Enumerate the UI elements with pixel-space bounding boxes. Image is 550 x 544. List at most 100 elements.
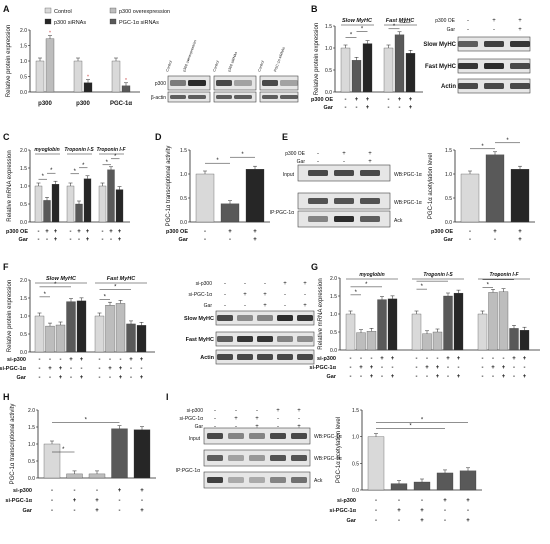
blot-row-label: Fast MyHC <box>186 337 214 343</box>
blot-band <box>484 63 504 69</box>
condition-row-label: p300 OE <box>311 97 333 103</box>
blot-condition-sign: - <box>224 303 226 309</box>
x-category-label: PGC-1α <box>110 101 132 107</box>
condition-sign: + <box>397 508 401 514</box>
blot-condition-sign: - <box>277 424 279 430</box>
blot-band <box>297 336 313 342</box>
bar <box>366 331 377 351</box>
blot-band <box>291 455 307 461</box>
ip-label: IP:PGC-1α <box>270 210 294 216</box>
blot-condition-sign: + <box>276 408 280 414</box>
bar <box>498 291 509 351</box>
condition-sign: + <box>359 365 363 371</box>
significance-star: * <box>85 418 88 424</box>
y-tick-label: 2.0 <box>28 408 35 414</box>
group-title: myoglobin <box>34 147 59 153</box>
legend-label: p300 overexpression <box>119 9 170 15</box>
bar <box>98 185 107 223</box>
blot-condition-label: p300 OE <box>435 18 455 24</box>
bar <box>35 60 45 93</box>
blot-condition-sign: - <box>317 151 319 157</box>
condition-sign: + <box>512 356 516 362</box>
blot-row-label: p300 <box>155 81 166 87</box>
y-tick-label: 0.5 <box>20 332 27 338</box>
y-tick-label: 1.0 <box>20 314 27 320</box>
wb-label: WB:PGC-1α <box>314 434 342 440</box>
condition-sign: - <box>51 508 53 514</box>
condition-sign: - <box>99 375 101 381</box>
blot-condition-label: Gar <box>195 424 204 430</box>
condition-sign: - <box>513 374 515 380</box>
bar <box>356 332 366 351</box>
panel-letter-c: C <box>3 132 10 142</box>
group-title: Troponin I-F <box>489 272 519 278</box>
blot-condition-label: si-p300 <box>187 408 204 414</box>
bar <box>432 331 443 351</box>
y-tick-label: 0.5 <box>28 459 35 465</box>
panel-letter-e: E <box>282 132 288 142</box>
bar <box>460 173 480 223</box>
condition-sign: - <box>99 357 101 363</box>
condition-sign: - <box>38 229 40 235</box>
condition-sign: - <box>381 365 383 371</box>
blot-row <box>203 471 311 489</box>
wb-label: WB:PGC-1α <box>394 172 422 178</box>
blot-band <box>270 455 286 461</box>
blot-condition-sign: + <box>368 159 372 165</box>
blot-condition-sign: + <box>283 281 287 287</box>
blot-band <box>207 455 223 461</box>
blot-condition-sign: - <box>244 303 246 309</box>
bar <box>111 428 128 479</box>
bar <box>121 85 131 93</box>
blot-band <box>207 477 223 483</box>
wb-label: WB:PGC-1α <box>314 456 342 462</box>
bar <box>510 169 530 223</box>
blot-condition-sign: - <box>467 18 469 24</box>
blot-band <box>257 315 273 321</box>
bar <box>367 436 385 491</box>
y-tick-label: 0.5 <box>20 75 27 81</box>
group-title: Slow MyHC <box>342 18 373 24</box>
condition-sign: + <box>118 488 122 494</box>
condition-row-label: Gar <box>327 374 337 380</box>
condition-sign: - <box>110 237 112 243</box>
significance-star: * <box>421 284 424 290</box>
bar <box>488 292 498 351</box>
condition-sign: + <box>466 498 470 504</box>
condition-sign: - <box>81 366 83 372</box>
bar <box>111 60 121 93</box>
blot-band <box>334 216 354 222</box>
wb-label: Ack <box>394 218 403 224</box>
condition-sign: - <box>49 357 51 363</box>
blot-band <box>360 170 380 176</box>
blot-band <box>228 477 244 483</box>
significance-star: * <box>42 174 45 180</box>
panel-e: p300 OE - + + Gar - - + Input IP:PGC-1α WB:PGC-1α W… <box>270 138 535 243</box>
blot-row <box>203 449 311 467</box>
y-tick-label: 2.0 <box>20 278 27 284</box>
condition-sign: + <box>119 366 123 372</box>
condition-sign: - <box>70 366 72 372</box>
significance-star: * <box>361 27 364 33</box>
panel-letter-d: D <box>155 132 162 142</box>
blot-band <box>510 63 530 69</box>
bar <box>34 185 43 223</box>
condition-sign: + <box>77 229 81 235</box>
significance-star: * <box>104 294 107 300</box>
y-tick-label: 0.0 <box>445 220 452 226</box>
condition-sign: - <box>416 365 418 371</box>
blot-band <box>257 354 273 360</box>
condition-sign: - <box>350 365 352 371</box>
y-tick-label: 1.0 <box>445 172 452 178</box>
blot-condition-sign: + <box>297 424 301 430</box>
significance-star: * <box>216 158 219 164</box>
y-tick-label: 0.0 <box>330 348 337 354</box>
condition-row-label: Gar <box>179 237 189 243</box>
blot-row-label: Actin <box>200 355 214 361</box>
condition-sign: + <box>69 357 73 363</box>
significance-star: * <box>114 284 117 290</box>
condition-sign: - <box>39 366 41 372</box>
group-title: myoglobin <box>359 272 384 278</box>
bar <box>105 305 115 353</box>
blot-band <box>458 83 478 89</box>
